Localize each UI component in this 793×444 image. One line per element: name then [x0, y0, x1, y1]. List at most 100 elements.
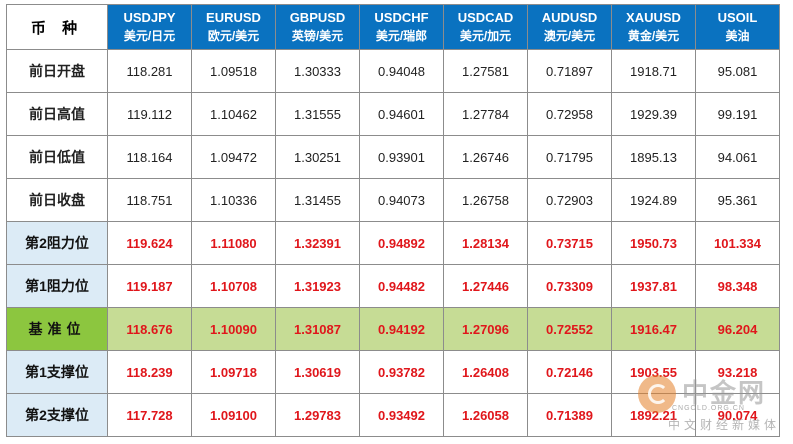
column-symbol: AUDUSD	[541, 10, 598, 25]
table-cell: 1916.47	[611, 307, 696, 351]
row-support-2: 第2支撑位 117.728 1.09100 1.29783 0.93492 1.…	[6, 393, 780, 437]
table-cell: 1.30251	[275, 135, 360, 179]
row-support-1: 第1支撑位 118.239 1.09718 1.30619 0.93782 1.…	[6, 350, 780, 394]
row-label: 第2阻力位	[6, 221, 108, 265]
table-cell: 119.187	[107, 264, 192, 308]
table-cell: 0.72146	[527, 350, 612, 394]
column-cn-name: 欧元/美元	[207, 29, 260, 43]
row-prev-low: 前日低值 118.164 1.09472 1.30251 0.93901 1.2…	[6, 135, 780, 179]
table-cell: 1.26408	[443, 350, 528, 394]
row-label: 第1阻力位	[6, 264, 108, 308]
column-cn-name: 美油	[725, 29, 750, 43]
table-cell: 0.94073	[359, 178, 444, 222]
table-cell: 1937.81	[611, 264, 696, 308]
row-resistance-1: 第1阻力位 119.187 1.10708 1.31923 0.94482 1.…	[6, 264, 780, 308]
table-cell: 118.281	[107, 49, 192, 93]
column-header: XAUUSD 黄金/美元	[611, 4, 696, 50]
table-cell: 0.94192	[359, 307, 444, 351]
table-cell: 1.10090	[191, 307, 276, 351]
table-cell: 1.27446	[443, 264, 528, 308]
table-cell: 1.30619	[275, 350, 360, 394]
table-cell: 118.239	[107, 350, 192, 394]
corner-label: 币 种	[6, 4, 108, 50]
table-cell: 1929.39	[611, 92, 696, 136]
table-cell: 1892.21	[611, 393, 696, 437]
table-cell: 0.71795	[527, 135, 612, 179]
table-cell: 1924.89	[611, 178, 696, 222]
column-header: USDCHF 美元/瑞郎	[359, 4, 444, 50]
table-cell: 96.204	[695, 307, 780, 351]
column-symbol: EURUSD	[206, 10, 261, 25]
table-cell: 1.28134	[443, 221, 528, 265]
table-cell: 117.728	[107, 393, 192, 437]
table-cell: 93.218	[695, 350, 780, 394]
column-symbol: USDJPY	[123, 10, 176, 25]
table-cell: 0.71389	[527, 393, 612, 437]
table-cell: 0.93782	[359, 350, 444, 394]
column-header: GBPUSD 英镑/美元	[275, 4, 360, 50]
row-prev-close: 前日收盘 118.751 1.10336 1.31455 0.94073 1.2…	[6, 178, 780, 222]
table-cell: 0.94048	[359, 49, 444, 93]
table-cell: 1.11080	[191, 221, 276, 265]
table-cell: 0.73309	[527, 264, 612, 308]
table-cell: 1.26758	[443, 178, 528, 222]
table-cell: 98.348	[695, 264, 780, 308]
table-cell: 0.94601	[359, 92, 444, 136]
row-label: 前日开盘	[6, 49, 108, 93]
column-symbol: XAUUSD	[626, 10, 681, 25]
row-label: 第2支撑位	[6, 393, 108, 437]
table-cell: 118.164	[107, 135, 192, 179]
column-cn-name: 英镑/美元	[291, 29, 344, 43]
row-label: 前日收盘	[6, 178, 108, 222]
column-header: USDCAD 美元/加元	[443, 4, 528, 50]
table-cell: 95.081	[695, 49, 780, 93]
table-cell: 1.09100	[191, 393, 276, 437]
table-cell: 118.676	[107, 307, 192, 351]
row-prev-open: 前日开盘 118.281 1.09518 1.30333 0.94048 1.2…	[6, 49, 780, 93]
table-cell: 1950.73	[611, 221, 696, 265]
column-header: AUDUSD 澳元/美元	[527, 4, 612, 50]
table-cell: 1.10336	[191, 178, 276, 222]
table-cell: 1.27581	[443, 49, 528, 93]
row-label: 第1支撑位	[6, 350, 108, 394]
column-cn-name: 澳元/美元	[543, 29, 596, 43]
table-cell: 0.71897	[527, 49, 612, 93]
table-cell: 1.10708	[191, 264, 276, 308]
row-label: 基准位	[6, 307, 108, 351]
table-cell: 0.93901	[359, 135, 444, 179]
column-symbol: GBPUSD	[289, 10, 346, 25]
table-cell: 95.361	[695, 178, 780, 222]
table-cell: 0.93492	[359, 393, 444, 437]
column-symbol: USDCAD	[457, 10, 514, 25]
table-cell: 1.27096	[443, 307, 528, 351]
table-cell: 1.31455	[275, 178, 360, 222]
row-label: 前日低值	[6, 135, 108, 179]
table-cell: 1.31555	[275, 92, 360, 136]
table-cell: 94.061	[695, 135, 780, 179]
header-row: 币 种 USDJPY 美元/日元 EURUSD 欧元/美元 GBPUSD 英镑/美元 …	[6, 4, 780, 50]
table-cell: 0.94482	[359, 264, 444, 308]
table-cell: 1903.55	[611, 350, 696, 394]
table-cell: 1.09472	[191, 135, 276, 179]
table-cell: 1.32391	[275, 221, 360, 265]
table-cell: 99.191	[695, 92, 780, 136]
table-cell: 0.73715	[527, 221, 612, 265]
table-cell: 101.334	[695, 221, 780, 265]
table-cell: 1.27784	[443, 92, 528, 136]
column-cn-name: 美元/日元	[123, 29, 176, 43]
row-label: 前日高值	[6, 92, 108, 136]
column-symbol: USOIL	[717, 10, 758, 25]
table-cell: 1.26746	[443, 135, 528, 179]
table-cell: 0.72903	[527, 178, 612, 222]
table-cell: 119.624	[107, 221, 192, 265]
table-cell: 1.29783	[275, 393, 360, 437]
table-cell: 0.72958	[527, 92, 612, 136]
quote-table: 币 种 USDJPY 美元/日元 EURUSD 欧元/美元 GBPUSD 英镑/美元 …	[6, 4, 780, 437]
table-cell: 1.09518	[191, 49, 276, 93]
column-header: EURUSD 欧元/美元	[191, 4, 276, 50]
row-resistance-2: 第2阻力位 119.624 1.11080 1.32391 0.94892 1.…	[6, 221, 780, 265]
column-cn-name: 美元/加元	[459, 29, 512, 43]
table-cell: 0.72552	[527, 307, 612, 351]
row-prev-high: 前日高值 119.112 1.10462 1.31555 0.94601 1.2…	[6, 92, 780, 136]
table-cell: 1.26058	[443, 393, 528, 437]
